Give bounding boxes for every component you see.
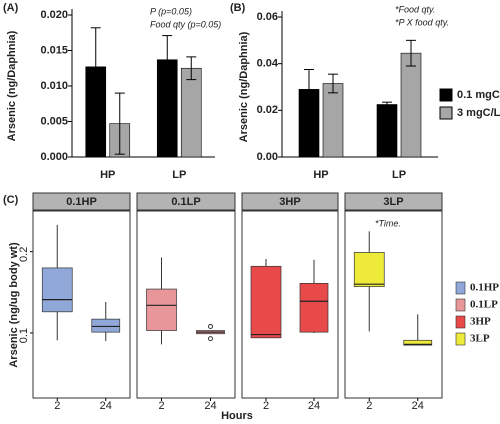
box bbox=[299, 283, 329, 333]
facet-strip bbox=[32, 192, 131, 211]
y-tick-label: 0.04 bbox=[257, 58, 279, 70]
box bbox=[403, 339, 433, 346]
x-tick-label: 2 bbox=[263, 400, 269, 412]
facet-label: 3LP bbox=[383, 196, 403, 208]
annotation: P (p=0.05) bbox=[150, 6, 192, 16]
box bbox=[146, 288, 177, 331]
box bbox=[250, 265, 282, 339]
y-tick-label: 0.020 bbox=[40, 9, 68, 21]
annotation: Food qty (p=0.05) bbox=[150, 19, 221, 29]
x-tick-label: LP bbox=[172, 169, 186, 181]
legend-label: 0.1LP bbox=[470, 299, 498, 311]
legend-label: 3 mgC/L bbox=[457, 107, 500, 119]
legend-swatch bbox=[455, 298, 466, 312]
y-axis-label: Arsenic (ng/Daphnia) bbox=[238, 31, 250, 142]
y-tick-label: 0.005 bbox=[40, 115, 68, 127]
annotation: *Food qty. bbox=[395, 4, 435, 14]
facet-label: 0.1HP bbox=[66, 196, 97, 208]
legend-swatch bbox=[455, 315, 466, 329]
y-tick-label: 0.000 bbox=[40, 151, 68, 163]
bar bbox=[322, 83, 344, 158]
bar bbox=[400, 52, 422, 158]
legend-swatch bbox=[455, 281, 466, 295]
annotation: *Time. bbox=[375, 218, 401, 228]
bar bbox=[376, 104, 398, 158]
legend-swatch bbox=[439, 106, 453, 120]
x-tick-label: 24 bbox=[100, 400, 112, 412]
panel-label: (C) bbox=[3, 194, 19, 206]
x-tick-label: 24 bbox=[204, 400, 216, 412]
y-tick-label: 0.2 bbox=[18, 247, 30, 262]
box bbox=[41, 267, 73, 313]
legend-label: 3LP bbox=[470, 333, 490, 345]
y-tick-label: 0.02 bbox=[257, 104, 278, 116]
y-tick-label: 0.1 bbox=[18, 328, 30, 343]
x-tick-label: HP bbox=[100, 169, 115, 181]
y-axis-label: Arsenic (ng/Daphnia) bbox=[6, 30, 18, 141]
x-tick-label: 2 bbox=[158, 400, 164, 412]
annotation: *P X food qty. bbox=[395, 17, 449, 27]
legend-swatch bbox=[455, 332, 466, 346]
outlier bbox=[208, 323, 213, 329]
x-tick-label: 2 bbox=[54, 400, 60, 412]
panel-label: (B) bbox=[230, 2, 246, 14]
x-tick-label: 24 bbox=[308, 400, 320, 412]
box bbox=[353, 252, 385, 287]
facet-strip bbox=[241, 192, 339, 211]
x-tick-label: HP bbox=[313, 169, 328, 181]
x-tick-label: 2 bbox=[366, 400, 372, 412]
facet-panel bbox=[344, 210, 443, 399]
y-axis-label: Arsenic (ng/ug body wt) bbox=[8, 242, 20, 368]
legend-label: 0.1 mgC/L bbox=[457, 89, 500, 101]
facet-label: 3HP bbox=[279, 196, 300, 208]
facet-label: 0.1LP bbox=[171, 196, 200, 208]
box bbox=[91, 318, 121, 333]
facet-strip bbox=[344, 192, 443, 211]
panel-label: (A) bbox=[3, 2, 19, 14]
y-tick-label: 0.00 bbox=[257, 151, 278, 163]
outlier bbox=[208, 336, 213, 342]
legend-swatch bbox=[439, 88, 453, 102]
x-tick-label: LP bbox=[392, 169, 406, 181]
y-tick-label: 0.015 bbox=[40, 44, 68, 56]
bar bbox=[180, 67, 202, 158]
y-tick-label: 0.010 bbox=[40, 80, 68, 92]
x-axis-label: Hours bbox=[221, 410, 253, 422]
legend-label: 3HP bbox=[470, 316, 491, 328]
y-tick-label: 0.06 bbox=[257, 11, 278, 23]
legend-label: 0.1HP bbox=[470, 282, 499, 294]
x-tick-label: 24 bbox=[412, 400, 424, 412]
facet-strip bbox=[136, 192, 236, 211]
